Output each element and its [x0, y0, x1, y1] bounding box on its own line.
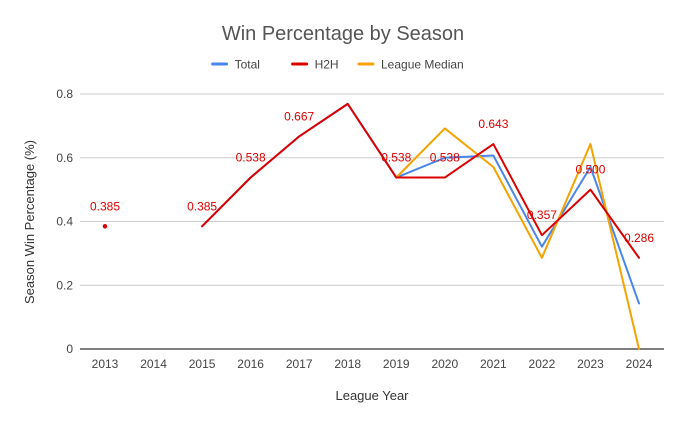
- x-tick-label: 2014: [140, 357, 167, 371]
- data-labels: 0.385 0.385 0.538 0.667 0.538 0.538 0.643 0.357…: [90, 109, 654, 244]
- data-label: 0.286: [624, 231, 654, 245]
- data-label: 0.643: [478, 117, 508, 131]
- x-axis-ticks: 2013 2014 2015 2016 2017 2018 2019 2020 2021 2022…: [92, 357, 653, 371]
- data-label: 0.538: [236, 151, 266, 165]
- x-tick-label: 2017: [286, 357, 313, 371]
- y-tick-label: 0.4: [56, 215, 73, 229]
- x-tick-label: 2015: [189, 357, 216, 371]
- data-label: 0.538: [381, 151, 411, 165]
- y-tick-label: 0.8: [56, 87, 73, 101]
- y-tick-label: 0.2: [56, 278, 73, 292]
- x-tick-label: 2018: [334, 357, 361, 371]
- legend-label-league-median: League Median: [381, 58, 464, 72]
- data-label: 0.538: [430, 151, 460, 165]
- x-tick-label: 2021: [480, 357, 507, 371]
- x-axis-label: League Year: [335, 388, 409, 403]
- data-label: 0.667: [284, 109, 314, 123]
- y-tick-label: 0.6: [56, 151, 73, 165]
- series-line-h2h: [201, 102, 640, 259]
- x-tick-label: 2023: [577, 357, 604, 371]
- x-tick-label: 2024: [626, 357, 653, 371]
- y-axis-label: Season Win Percentage (%): [22, 140, 37, 304]
- x-tick-label: 2019: [383, 357, 410, 371]
- legend-label-h2h: H2H: [315, 58, 339, 72]
- y-axis-ticks: 0 0.2 0.4 0.6 0.8: [56, 87, 73, 356]
- series-line-league-median: [395, 127, 640, 350]
- series-lines: [102, 102, 640, 350]
- legend-label-total: Total: [235, 58, 260, 72]
- x-tick-label: 2013: [92, 357, 119, 371]
- data-label: 0.500: [575, 163, 605, 177]
- legend: Total H2H League Median: [211, 58, 464, 72]
- data-label: 0.385: [90, 199, 120, 213]
- series-line-total: [201, 102, 640, 305]
- gridlines: [80, 93, 664, 350]
- chart-title: Win Percentage by Season: [222, 23, 464, 45]
- x-tick-label: 2016: [237, 357, 264, 371]
- data-label: 0.357: [527, 208, 557, 222]
- data-label: 0.385: [187, 199, 217, 213]
- series-point-h2h: [102, 224, 108, 229]
- y-tick-label: 0: [66, 342, 73, 356]
- x-tick-label: 2020: [431, 357, 458, 371]
- x-tick-label: 2022: [529, 357, 556, 371]
